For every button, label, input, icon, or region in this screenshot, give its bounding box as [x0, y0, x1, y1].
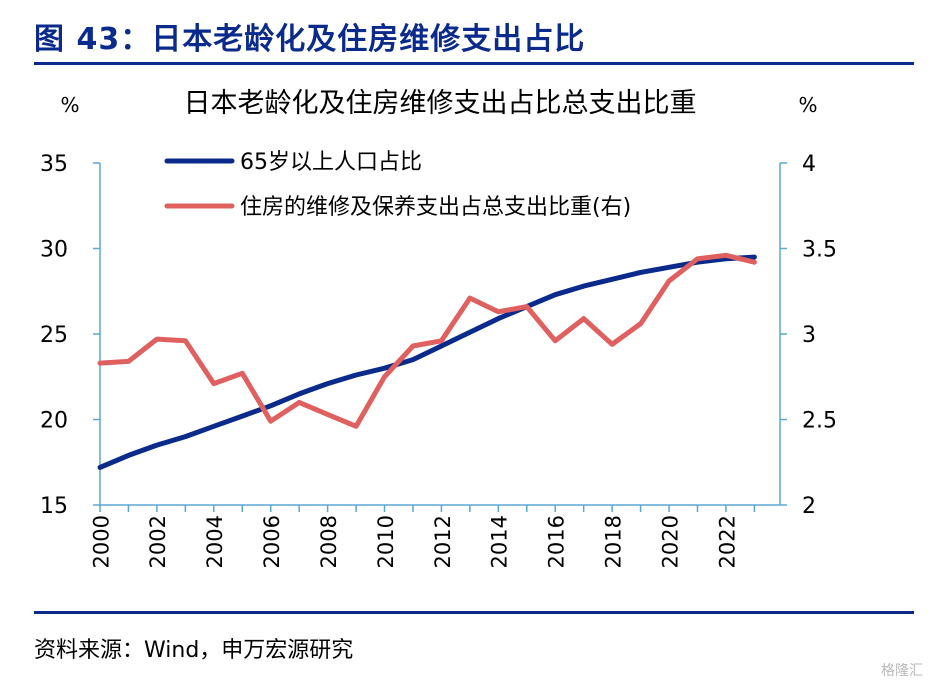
chart-title: 日本老龄化及住房维修支出占比总支出比重 [184, 88, 697, 119]
repair-share-point [526, 306, 528, 308]
aged-population-point [241, 415, 243, 417]
header-rule [34, 62, 914, 65]
repair-share-point [753, 261, 755, 263]
right-tick-label: 3 [802, 323, 816, 348]
repair-share-point [156, 338, 158, 340]
aged-population-point [213, 425, 215, 427]
repair-share-point [184, 340, 186, 342]
repair-share-point [298, 401, 300, 403]
chart-axes: 15 20 25 30 35 2 2.5 3 3.5 4 2000 2002 2004 2006 2008 2… [40, 152, 837, 568]
x-tick-label: 2014 [488, 515, 512, 568]
aged-population-point [725, 258, 727, 260]
x-tick-label: 2002 [146, 515, 170, 568]
x-tick-label: 2000 [89, 515, 113, 568]
x-tick-label: 2016 [545, 515, 569, 568]
legend-label: 住房的维修及保养支出占总支出比重(右) [240, 195, 631, 220]
aged-population-point [327, 383, 329, 385]
figure-header: 图 43：日本老龄化及住房维修支出占比 [0, 0, 935, 66]
repair-share-point [213, 383, 215, 385]
left-tick-label: 35 [40, 152, 68, 177]
left-axis-unit: % [60, 93, 79, 117]
right-tick-label: 2 [802, 494, 816, 519]
aged-population-point [99, 466, 101, 468]
x-tick-label: 2012 [431, 515, 455, 568]
aged-population-point [298, 393, 300, 395]
aged-population-point [127, 454, 129, 456]
x-tick-label: 2020 [658, 515, 682, 568]
aged-population-point [497, 318, 499, 320]
repair-share-point [611, 343, 613, 345]
aged-population-point [184, 436, 186, 438]
footer-rule [34, 611, 914, 614]
right-axis-unit: % [798, 93, 817, 117]
left-tick-label: 20 [40, 409, 68, 434]
x-tick-label: 2004 [203, 515, 227, 568]
aged-population-point [469, 331, 471, 333]
repair-share-point [384, 376, 386, 378]
aged-population-point [270, 405, 272, 407]
right-tick-label: 4 [802, 152, 816, 177]
repair-share-line [97, 252, 757, 429]
aged-population-point [668, 266, 670, 268]
x-tick-label: 2022 [715, 515, 739, 568]
aged-population-point [412, 359, 414, 361]
aged-population-point [753, 256, 755, 258]
repair-share-point [725, 254, 727, 256]
repair-share-point [554, 340, 556, 342]
repair-share-point [696, 258, 698, 260]
repair-share-point [640, 323, 642, 325]
repair-share-point [412, 345, 414, 347]
repair-share-point [241, 372, 243, 374]
repair-share-point [270, 420, 272, 422]
x-tick-label: 2018 [601, 515, 625, 568]
left-tick-label: 15 [40, 494, 68, 519]
watermark: 格隆汇 [881, 663, 923, 679]
repair-share-point [469, 297, 471, 299]
aged-population-point [156, 444, 158, 446]
repair-share-point [583, 318, 585, 320]
repair-share-point [668, 280, 670, 282]
series-layer [97, 252, 757, 470]
left-tick-label: 25 [40, 323, 68, 348]
repair-share-point [440, 340, 442, 342]
repair-share-point [355, 425, 357, 427]
x-tick-label: 2008 [317, 515, 341, 568]
aged-population-point [384, 367, 386, 369]
repair-share-point [99, 362, 101, 364]
aged-population-point [355, 374, 357, 376]
legend-label: 65岁以上人口占比 [240, 150, 422, 175]
aged-population-point [440, 345, 442, 347]
source-note: 资料来源：Wind，申万宏源研究 [34, 638, 354, 663]
aged-population-point [640, 271, 642, 273]
aged-population-line [97, 254, 757, 470]
x-tick-label: 2006 [260, 515, 284, 568]
aged-population-point [583, 285, 585, 287]
repair-share-point [327, 413, 329, 415]
right-tick-label: 3.5 [802, 238, 837, 263]
aged-population-point [554, 294, 556, 296]
figure-title: 图 43：日本老龄化及住房维修支出占比 [34, 22, 586, 57]
left-tick-label: 30 [40, 238, 68, 263]
repair-share-point [127, 360, 129, 362]
aged-population-point [611, 278, 613, 280]
repair-share-point [497, 311, 499, 313]
x-tick-label: 2010 [374, 515, 398, 568]
right-tick-label: 2.5 [802, 409, 837, 434]
